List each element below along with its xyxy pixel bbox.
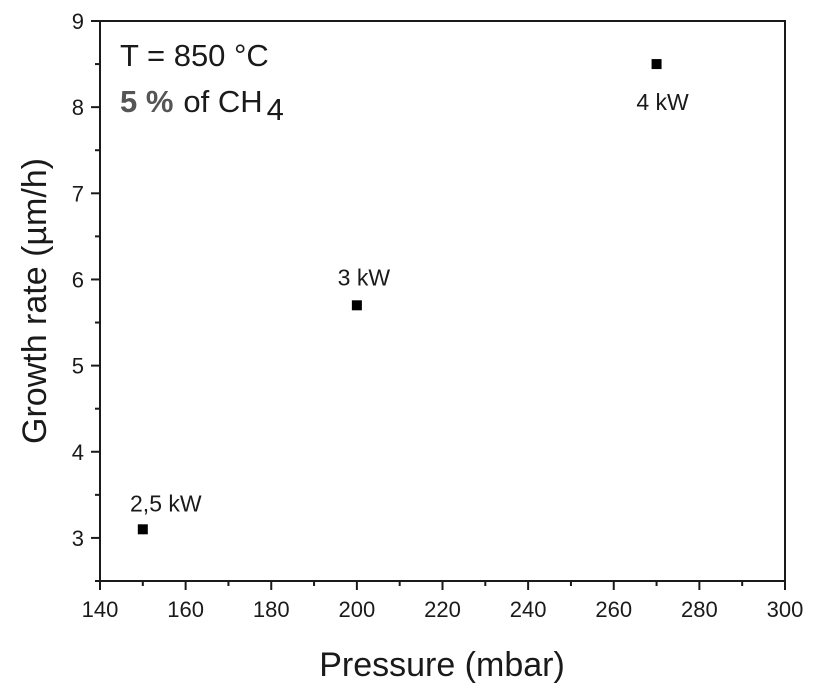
x-tick-label: 180 — [253, 597, 290, 622]
annotation-temperature: T = 850 °C — [120, 38, 269, 73]
point-label: 2,5 kW — [130, 490, 202, 516]
y-tick-label: 7 — [72, 181, 84, 206]
y-tick-label: 9 — [72, 9, 84, 34]
x-tick-label: 280 — [681, 597, 718, 622]
y-tick-label: 4 — [72, 440, 84, 465]
y-tick-label: 3 — [72, 526, 84, 551]
y-tick-label: 5 — [72, 354, 84, 379]
data-point — [137, 524, 148, 535]
y-tick-label: 8 — [72, 95, 84, 120]
y-axis: 3 4 5 6 7 8 9 — [72, 9, 100, 582]
data-points: 2,5 kW 3 kW 4 kW — [130, 59, 689, 535]
y-tick-label: 6 — [72, 267, 84, 292]
x-tick-label: 140 — [82, 597, 119, 622]
annotation-gas: of CH — [183, 84, 262, 119]
x-tick-label: 200 — [339, 597, 376, 622]
x-axis-title: Pressure (mbar) — [319, 646, 565, 684]
annotation: T = 850 °C 5 % of CH 4 — [120, 38, 284, 127]
x-tick-label: 240 — [510, 597, 547, 622]
point-label: 3 kW — [338, 264, 391, 290]
x-tick-label: 260 — [595, 597, 632, 622]
x-tick-label: 220 — [424, 597, 461, 622]
point-label: 4 kW — [636, 89, 689, 115]
annotation-percent: 5 % — [120, 84, 173, 119]
data-point — [351, 300, 362, 311]
annotation-composition: 5 % of CH 4 — [120, 84, 284, 127]
x-axis: 140 160 180 200 220 240 260 280 300 — [82, 581, 804, 622]
x-tick-label: 160 — [167, 597, 204, 622]
annotation-subscript: 4 — [267, 92, 284, 127]
data-point — [651, 59, 662, 70]
x-tick-label: 300 — [767, 597, 804, 622]
y-axis-title: Growth rate (µm/h) — [16, 158, 54, 444]
